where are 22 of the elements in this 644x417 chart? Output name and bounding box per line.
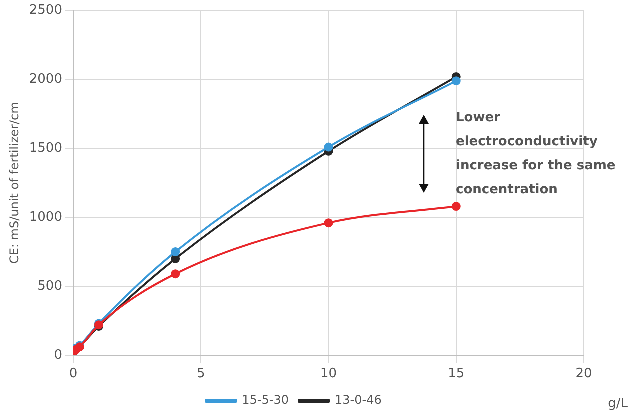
- y-tick-label: 2000: [29, 72, 62, 88]
- y-axis-title: CE: mS/unit of fertilizer/cm: [7, 102, 22, 264]
- point: [452, 202, 461, 212]
- annotation: Lower electroconductivity increase for the same concentration: [456, 110, 616, 198]
- point: [452, 76, 461, 86]
- y-tick-label: 0: [54, 348, 62, 363]
- x-axis-title: g/L: [608, 396, 629, 412]
- point: [324, 218, 334, 228]
- point: [324, 142, 334, 152]
- legend-label: 13-0-46: [335, 393, 382, 408]
- y-tick-label: 1500: [29, 141, 62, 156]
- x-tick-label: 5: [196, 366, 206, 382]
- point: [171, 270, 180, 279]
- point: [171, 248, 180, 257]
- x-tick-label: 0: [69, 366, 78, 382]
- y-tick-label: 2500: [29, 3, 62, 18]
- x-tick-label: 10: [320, 366, 338, 382]
- y-tick-label: 500: [38, 278, 62, 294]
- y-tick-label: 1000: [29, 210, 62, 225]
- x-tick-label: 15: [448, 366, 465, 382]
- x-tick-label: 20: [576, 366, 592, 382]
- legend-label: 15-5-30: [242, 393, 290, 408]
